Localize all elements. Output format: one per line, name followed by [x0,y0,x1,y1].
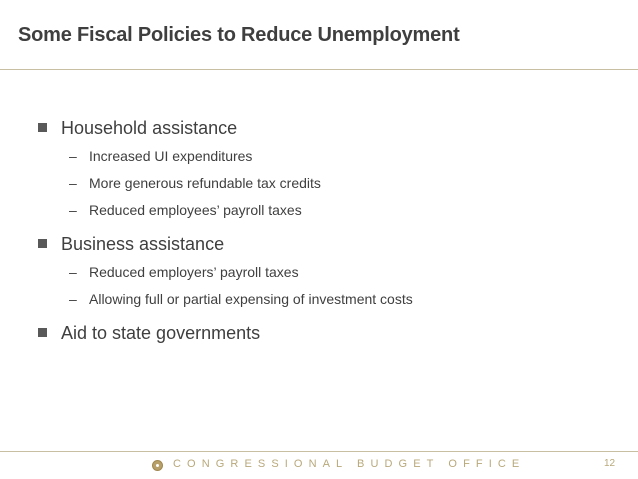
footer: CONGRESSIONAL BUDGET OFFICE 12 [0,452,638,479]
title-divider [0,69,638,70]
bullet-text: Aid to state governments [61,323,261,343]
dash-marker: – [69,264,77,280]
organization-name: CONGRESSIONAL BUDGET OFFICE [173,458,526,470]
sub-bullet-text: Increased UI expenditures [89,148,253,164]
dash-marker: – [69,202,77,218]
dash-marker: – [69,175,77,191]
square-bullet-icon [38,122,47,132]
sub-bullet-text: Allowing full or partial expensing of in… [89,291,413,307]
sub-bullet-text: Reduced employers’ payroll taxes [89,264,299,280]
bullet-business-assistance: Business assistance [38,234,224,255]
cbo-seal-icon [152,460,163,471]
page-number: 12 [604,458,616,469]
dash-marker: – [69,291,77,307]
square-bullet-icon [38,238,47,248]
bullet-aid-to-state-governments: Aid to state governments [38,323,260,344]
footer-divider [0,451,638,452]
bullet-text: Household assistance [61,118,238,138]
bullet-household-assistance: Household assistance [38,118,237,139]
sub-bullet: – Increased UI expenditures [69,148,252,164]
sub-bullet: – More generous refundable tax credits [69,175,321,191]
dash-marker: – [69,148,77,164]
sub-bullet-text: Reduced employees’ payroll taxes [89,202,302,218]
square-bullet-icon [38,327,47,337]
sub-bullet: – Reduced employees’ payroll taxes [69,202,302,218]
sub-bullet-text: More generous refundable tax credits [89,175,321,191]
sub-bullet: – Reduced employers’ payroll taxes [69,264,299,280]
bullet-text: Business assistance [61,234,225,254]
slide-title: Some Fiscal Policies to Reduce Unemploym… [18,24,460,46]
sub-bullet: – Allowing full or partial expensing of i… [69,291,413,307]
